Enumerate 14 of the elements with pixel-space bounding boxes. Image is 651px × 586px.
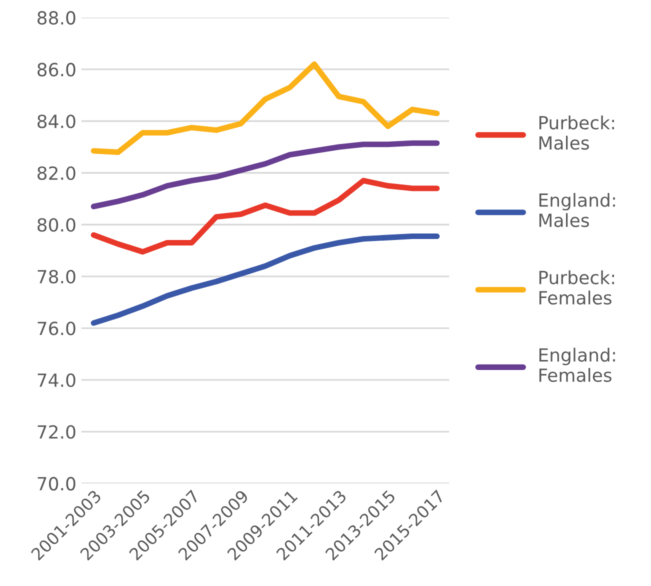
y-tick-label: 72.0 [38, 425, 76, 439]
y-tick-label: 70.0 [38, 476, 76, 491]
legend-label: Purbeck: Males [539, 116, 614, 150]
y-tick-label: 74.0 [38, 373, 76, 388]
y-tick-label: 84.0 [38, 114, 76, 128]
y-tick-label: 78.0 [38, 270, 76, 284]
legend-label: Purbeck: Females [539, 270, 614, 305]
y-tick-label: 88.0 [38, 11, 76, 25]
legend-label: England: Females [539, 348, 615, 382]
y-tick-label: 76.0 [38, 322, 76, 336]
y-tick-label: 86.0 [38, 62, 76, 76]
y-tick-label: 80.0 [38, 218, 76, 232]
legend-label: England: Males [539, 192, 615, 228]
y-tick-label: 82.0 [38, 166, 76, 180]
